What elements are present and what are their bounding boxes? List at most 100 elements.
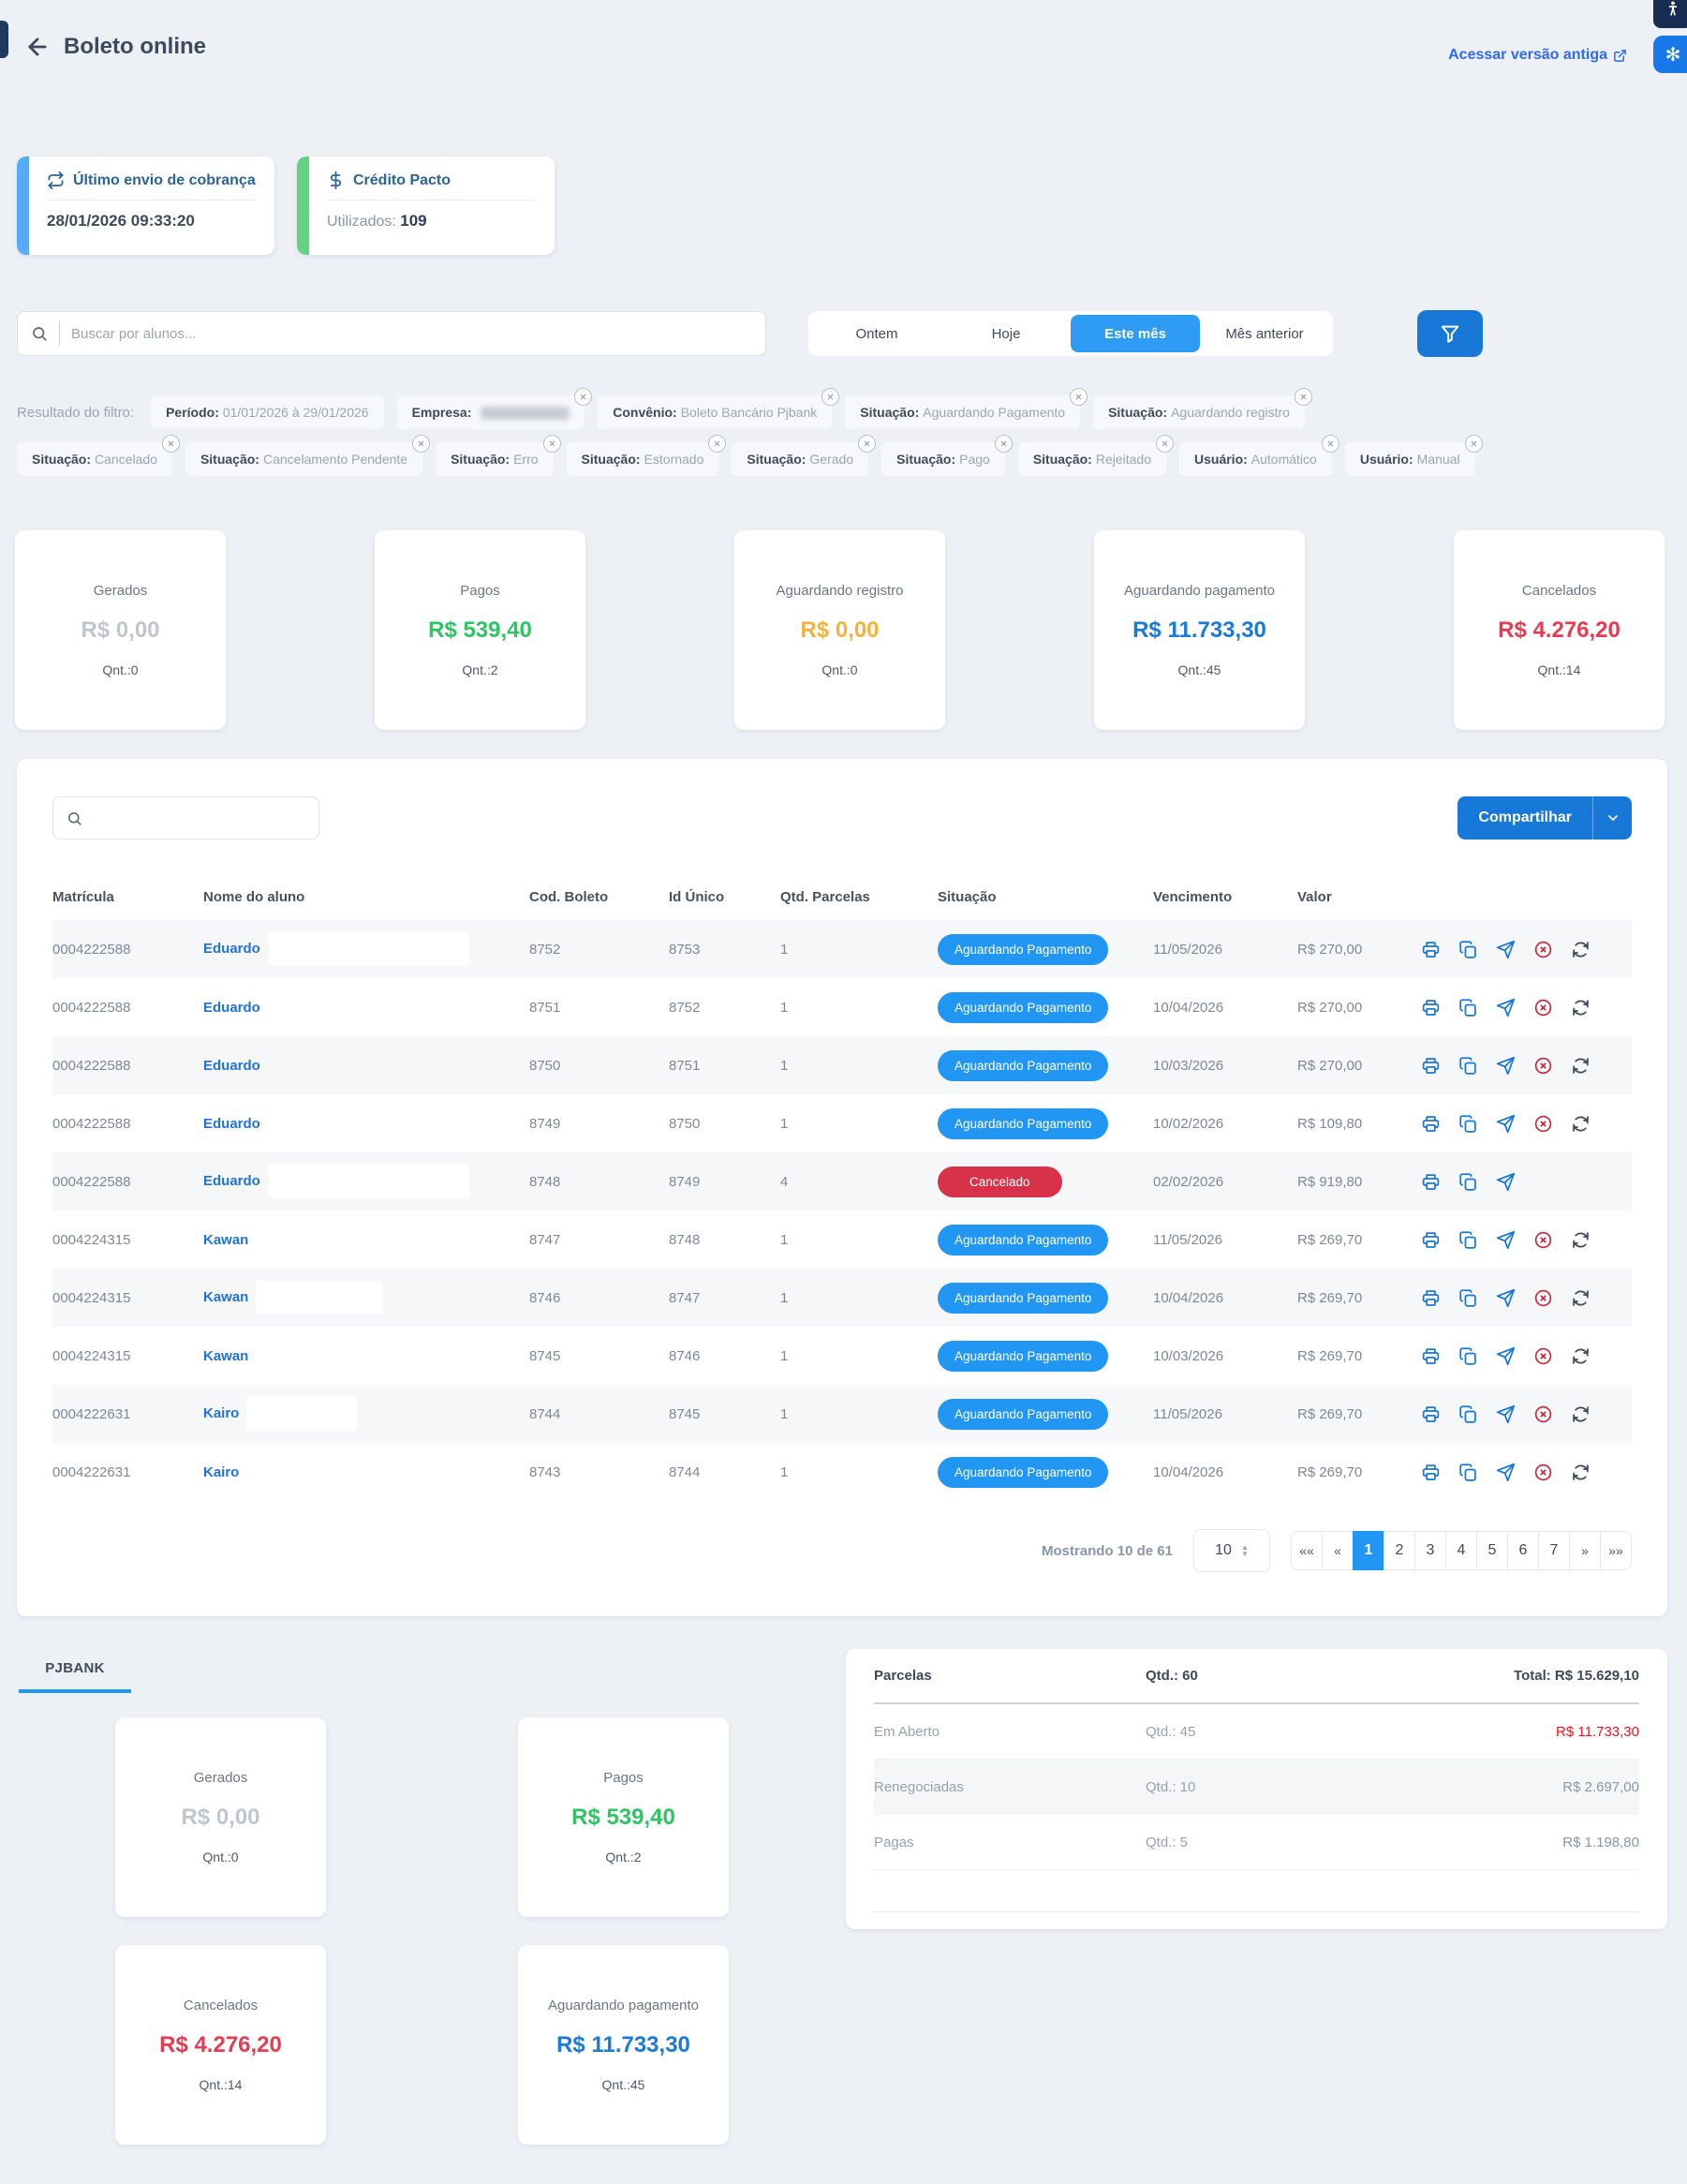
student-name-link[interactable]: Eduardo	[203, 999, 260, 1016]
copy-icon[interactable]	[1458, 1463, 1478, 1482]
page-1[interactable]: 1	[1353, 1531, 1384, 1571]
student-name-link[interactable]: Kawan	[203, 1231, 249, 1248]
date-filter-mês-anterior[interactable]: Mês anterior	[1200, 315, 1329, 352]
student-name-link[interactable]: Kawan	[203, 1347, 249, 1364]
pager-arrow[interactable]: «	[1322, 1531, 1354, 1571]
send-icon[interactable]	[1496, 1230, 1516, 1250]
send-icon[interactable]	[1496, 940, 1516, 959]
print-icon[interactable]	[1421, 1114, 1441, 1134]
pager-arrow[interactable]: »»	[1600, 1531, 1632, 1571]
student-name-link[interactable]: Eduardo	[203, 1057, 260, 1074]
table-header: Matrícula Nome do aluno Cod. Boleto Id Únic…	[52, 873, 1632, 920]
page-size-select[interactable]: 10 ▲ ▼	[1193, 1529, 1270, 1573]
refresh-icon[interactable]	[1571, 1346, 1591, 1366]
refresh-icon[interactable]	[1571, 1056, 1591, 1076]
cancel-icon[interactable]	[1533, 1404, 1553, 1424]
refresh-icon[interactable]	[1571, 940, 1591, 959]
copy-icon[interactable]	[1458, 1346, 1478, 1366]
send-icon[interactable]	[1496, 1114, 1516, 1134]
share-button[interactable]: Compartilhar	[1458, 796, 1592, 840]
send-icon[interactable]	[1496, 1288, 1516, 1308]
cancel-icon[interactable]	[1533, 1288, 1553, 1308]
send-icon[interactable]	[1496, 1346, 1516, 1366]
page-3[interactable]: 3	[1414, 1531, 1446, 1571]
chat-widget-button[interactable]: ✻	[1653, 36, 1687, 73]
refresh-icon[interactable]	[1571, 1288, 1591, 1308]
chip-close-icon[interactable]	[1294, 388, 1312, 407]
table-search-input[interactable]	[92, 809, 305, 827]
refresh-icon[interactable]	[1571, 1404, 1591, 1424]
page-5[interactable]: 5	[1476, 1531, 1508, 1571]
tab-pjbank[interactable]: PJBANK	[19, 1649, 131, 1694]
share-dropdown-button[interactable]	[1592, 796, 1632, 840]
send-icon[interactable]	[1496, 1463, 1516, 1482]
pager-arrow[interactable]: ««	[1291, 1531, 1323, 1571]
print-icon[interactable]	[1421, 1346, 1441, 1366]
date-filter-este-mês[interactable]: Este mês	[1071, 315, 1200, 352]
cell-matricula: 0004222588	[52, 1173, 131, 1190]
chip-close-icon[interactable]	[821, 388, 840, 407]
old-version-link[interactable]: Acessar versão antiga	[1448, 47, 1627, 64]
accessibility-widget-button[interactable]	[1653, 0, 1687, 28]
print-icon[interactable]	[1421, 1172, 1441, 1192]
cancel-icon[interactable]	[1533, 1056, 1553, 1076]
page-6[interactable]: 6	[1507, 1531, 1539, 1571]
cancel-icon[interactable]	[1533, 1463, 1553, 1482]
copy-icon[interactable]	[1458, 940, 1478, 959]
cancel-icon[interactable]	[1533, 1346, 1553, 1366]
copy-icon[interactable]	[1458, 1230, 1478, 1250]
student-name-link[interactable]: Eduardo	[203, 941, 260, 958]
print-icon[interactable]	[1421, 1463, 1441, 1482]
refresh-icon[interactable]	[1571, 1463, 1591, 1482]
page-7[interactable]: 7	[1538, 1531, 1570, 1571]
send-icon[interactable]	[1496, 1172, 1516, 1192]
page-2[interactable]: 2	[1384, 1531, 1415, 1571]
chip-close-icon[interactable]	[574, 388, 593, 406]
chip-close-icon[interactable]	[1070, 388, 1088, 407]
chip-close-icon[interactable]	[708, 435, 727, 453]
student-name-link[interactable]: Eduardo	[203, 1115, 260, 1132]
print-icon[interactable]	[1421, 940, 1441, 959]
copy-icon[interactable]	[1458, 1056, 1478, 1076]
date-filter-ontem[interactable]: Ontem	[812, 315, 941, 352]
send-icon[interactable]	[1496, 998, 1516, 1018]
copy-icon[interactable]	[1458, 998, 1478, 1018]
chip-close-icon[interactable]	[542, 435, 561, 453]
copy-icon[interactable]	[1458, 1172, 1478, 1192]
search-input[interactable]	[59, 321, 752, 346]
print-icon[interactable]	[1421, 1288, 1441, 1308]
copy-icon[interactable]	[1458, 1404, 1478, 1424]
page-4[interactable]: 4	[1445, 1531, 1477, 1571]
date-filter-hoje[interactable]: Hoje	[941, 315, 1071, 352]
cancel-icon[interactable]	[1533, 998, 1553, 1018]
filter-button[interactable]	[1417, 310, 1483, 357]
chip-close-icon[interactable]	[161, 435, 180, 453]
refresh-icon[interactable]	[1571, 1230, 1591, 1250]
chip-close-icon[interactable]	[1321, 435, 1339, 453]
refresh-icon[interactable]	[1571, 998, 1591, 1018]
cancel-icon[interactable]	[1533, 940, 1553, 959]
student-name-link[interactable]: Kawan	[203, 1289, 249, 1306]
chip-close-icon[interactable]	[412, 435, 431, 453]
chip-close-icon[interactable]	[994, 435, 1013, 453]
chip-close-icon[interactable]	[1464, 435, 1483, 453]
cancel-icon[interactable]	[1533, 1114, 1553, 1134]
pager-arrow[interactable]: »	[1569, 1531, 1601, 1571]
send-icon[interactable]	[1496, 1404, 1516, 1424]
back-arrow-icon[interactable]	[24, 34, 51, 60]
copy-icon[interactable]	[1458, 1114, 1478, 1134]
cell-nome: Kawan	[203, 1348, 529, 1364]
cancel-icon[interactable]	[1533, 1230, 1553, 1250]
refresh-icon[interactable]	[1571, 1114, 1591, 1134]
print-icon[interactable]	[1421, 1056, 1441, 1076]
send-icon[interactable]	[1496, 1056, 1516, 1076]
print-icon[interactable]	[1421, 998, 1441, 1018]
copy-icon[interactable]	[1458, 1288, 1478, 1308]
chip-close-icon[interactable]	[1156, 435, 1174, 453]
student-name-link[interactable]: Kairo	[203, 1463, 240, 1480]
student-name-link[interactable]: Eduardo	[203, 1173, 260, 1190]
chip-close-icon[interactable]	[858, 435, 877, 453]
print-icon[interactable]	[1421, 1404, 1441, 1424]
print-icon[interactable]	[1421, 1230, 1441, 1250]
student-name-link[interactable]: Kairo	[203, 1405, 240, 1422]
